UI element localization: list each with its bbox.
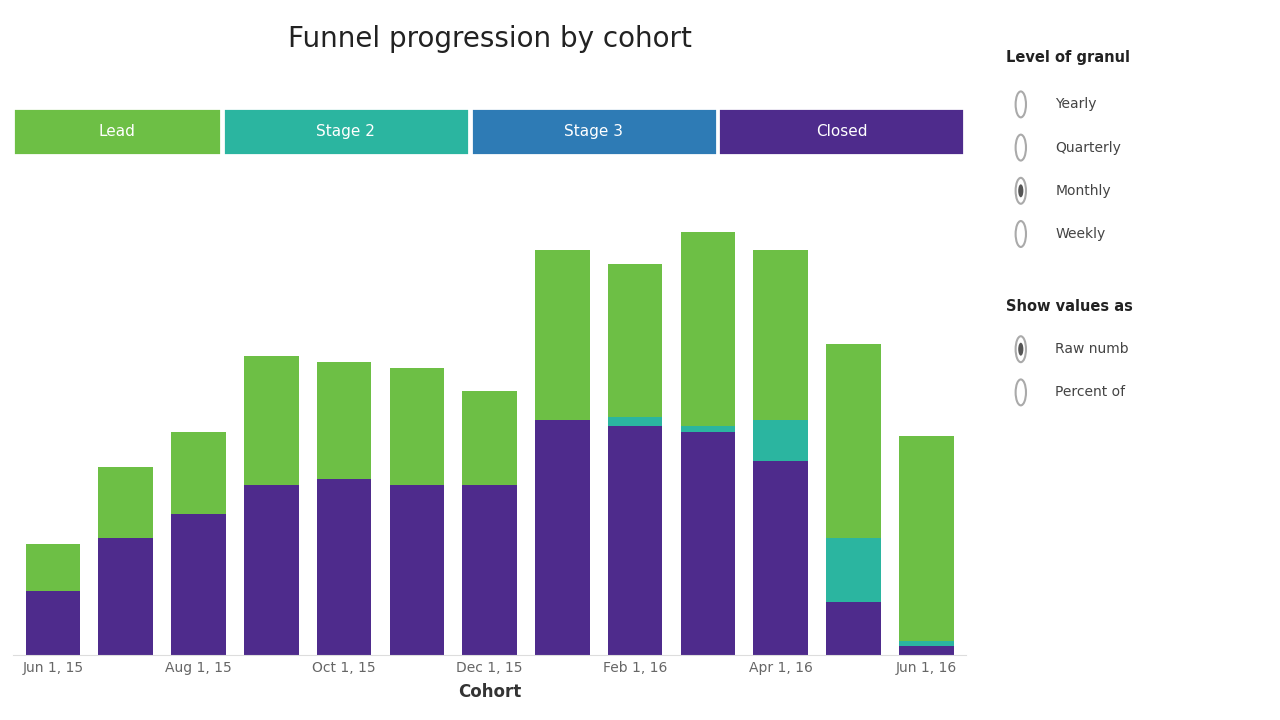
- Bar: [172, 514, 225, 655]
- Bar: [316, 361, 371, 479]
- Bar: [26, 590, 81, 655]
- Bar: [608, 426, 663, 655]
- Text: Raw numb: Raw numb: [1055, 342, 1129, 356]
- Bar: [462, 485, 517, 655]
- Text: Stage 2: Stage 2: [316, 124, 375, 139]
- Bar: [99, 467, 152, 538]
- Bar: [26, 544, 81, 590]
- Text: Level of granul: Level of granul: [1006, 50, 1130, 66]
- Bar: [535, 420, 590, 655]
- Text: Weekly: Weekly: [1055, 227, 1106, 241]
- Text: Lead: Lead: [99, 124, 136, 139]
- Text: Quarterly: Quarterly: [1055, 140, 1121, 155]
- Bar: [827, 603, 881, 655]
- Bar: [899, 641, 954, 646]
- Bar: [172, 432, 225, 514]
- Bar: [13, 108, 220, 155]
- Bar: [681, 233, 735, 426]
- Bar: [608, 264, 663, 417]
- Bar: [244, 485, 298, 655]
- Circle shape: [1018, 343, 1024, 356]
- X-axis label: Cohort: Cohort: [458, 683, 521, 701]
- Text: Yearly: Yearly: [1055, 97, 1097, 112]
- Bar: [535, 250, 590, 420]
- Bar: [471, 108, 717, 155]
- Bar: [389, 485, 444, 655]
- Bar: [316, 479, 371, 655]
- Bar: [223, 108, 468, 155]
- Bar: [462, 391, 517, 485]
- Bar: [244, 356, 298, 485]
- Text: Stage 3: Stage 3: [564, 124, 623, 139]
- Circle shape: [1015, 135, 1027, 161]
- Text: Show values as: Show values as: [1006, 299, 1133, 314]
- Bar: [681, 432, 735, 655]
- Bar: [754, 250, 808, 420]
- Bar: [681, 426, 735, 432]
- Bar: [754, 462, 808, 655]
- Bar: [718, 108, 965, 155]
- Bar: [608, 417, 663, 426]
- Circle shape: [1015, 178, 1027, 204]
- Bar: [827, 344, 881, 538]
- Circle shape: [1015, 336, 1027, 362]
- Circle shape: [1015, 221, 1027, 247]
- Text: Closed: Closed: [815, 124, 868, 139]
- Text: Percent of: Percent of: [1055, 385, 1125, 400]
- Bar: [827, 538, 881, 603]
- Text: Funnel progression by cohort: Funnel progression by cohort: [288, 25, 691, 53]
- Bar: [899, 436, 954, 641]
- Circle shape: [1015, 91, 1027, 117]
- Text: Monthly: Monthly: [1055, 184, 1111, 198]
- Bar: [754, 420, 808, 462]
- Bar: [389, 367, 444, 485]
- Bar: [899, 646, 954, 655]
- Circle shape: [1018, 184, 1024, 197]
- Bar: [99, 538, 152, 655]
- Circle shape: [1015, 379, 1027, 405]
